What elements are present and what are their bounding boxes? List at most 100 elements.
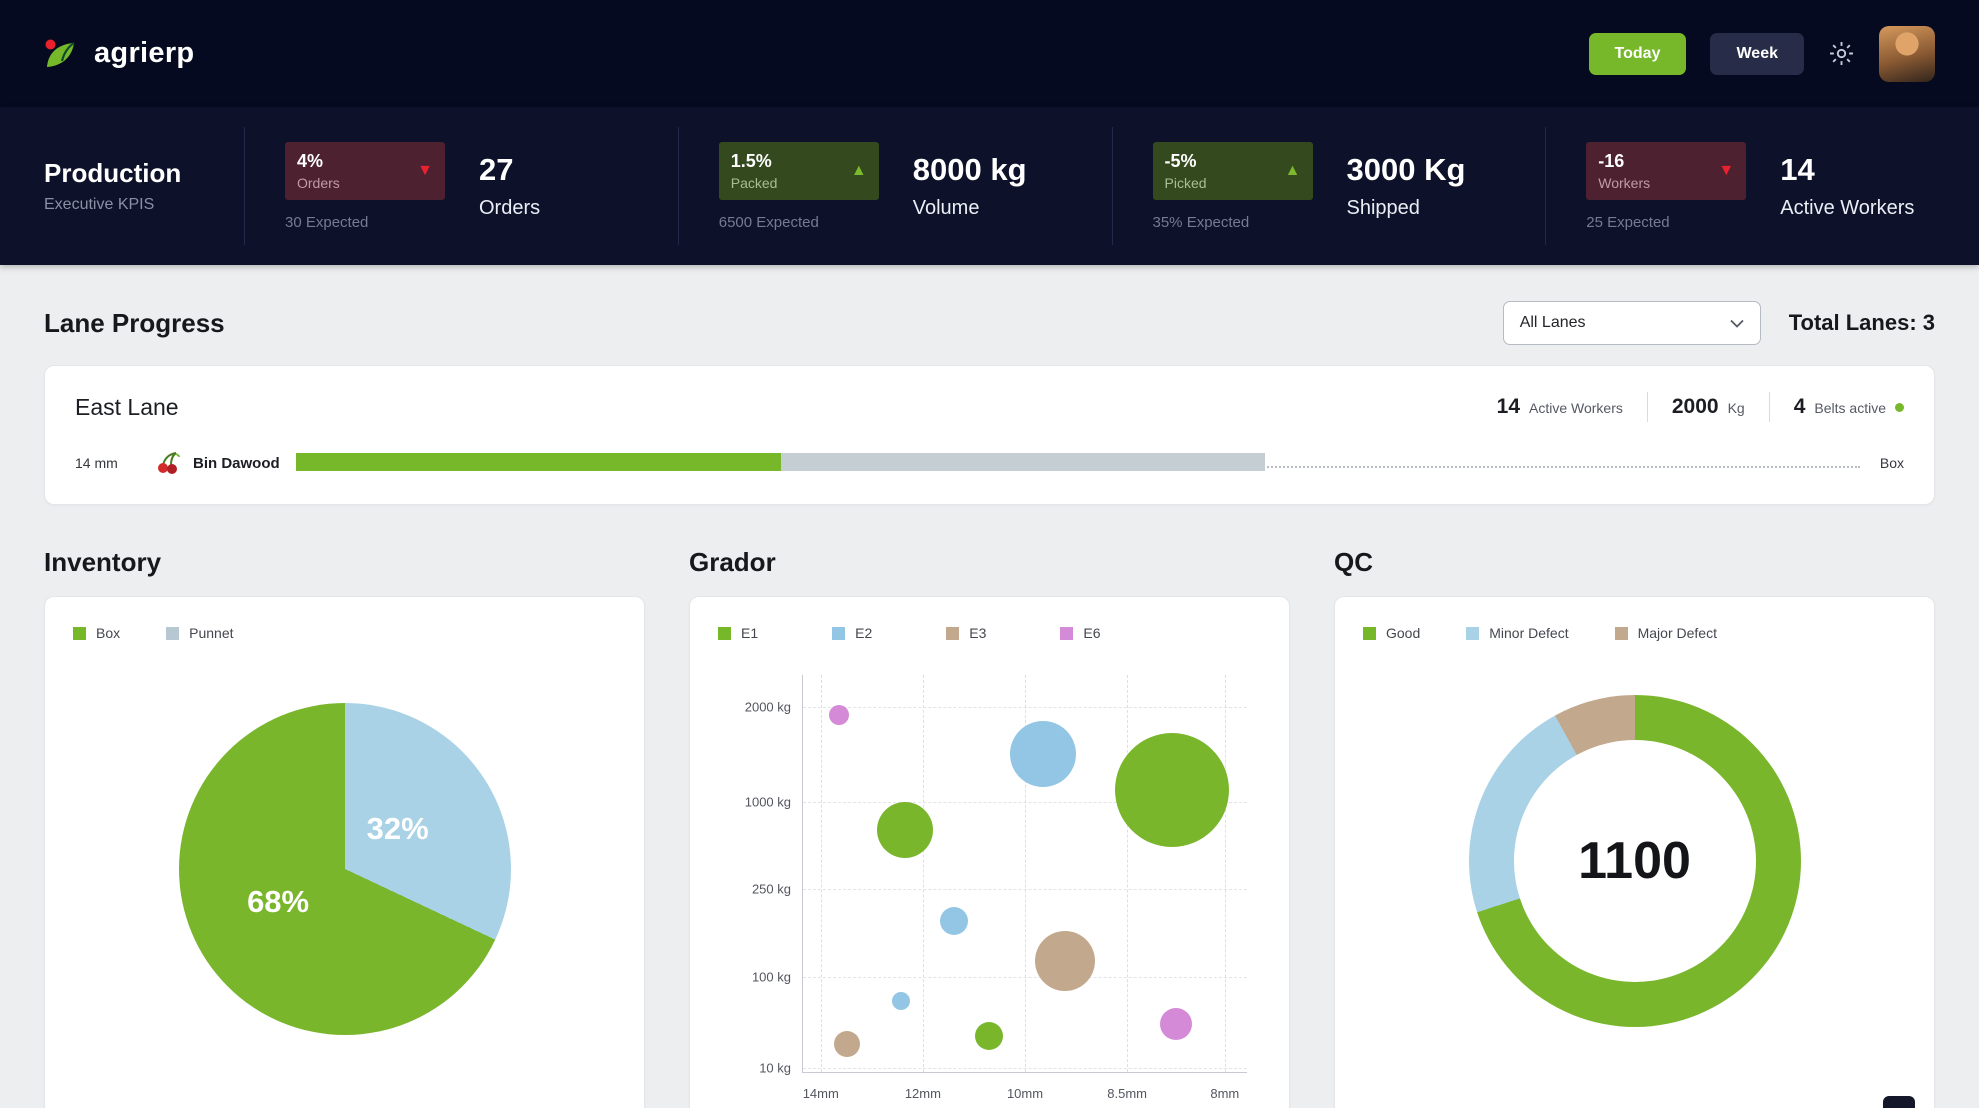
legend-swatch <box>946 626 960 640</box>
lane-stats: 14 Active Workers 2000 Kg 4 Belts active <box>1497 392 1904 422</box>
legend-item-e3: E3 <box>946 625 986 641</box>
kpi-value: 8000 kg <box>912 152 1027 187</box>
trend-down-icon: ▼ <box>1718 161 1735 179</box>
legend-swatch <box>1060 626 1074 640</box>
today-button[interactable]: Today <box>1588 32 1687 75</box>
bubble-e2 <box>891 991 910 1010</box>
gridline-vertical <box>922 675 924 1072</box>
qc-donut-hole: 1100 <box>1513 740 1756 982</box>
executive-kpi-bar: Production Executive KPIS 4% Orders ▼ 30… <box>0 107 1979 265</box>
kpi-badge-value: 4% <box>297 150 324 171</box>
y-axis-tick: 2000 kg <box>744 699 791 715</box>
stat-value: 2000 <box>1671 395 1719 418</box>
legend-label: E1 <box>741 625 759 641</box>
legend-swatch <box>73 626 86 640</box>
total-lanes-count: Total Lanes: 3 <box>1788 310 1935 335</box>
lane-progress-header: Lane Progress All Lanes Total Lanes: 3 <box>44 301 1935 345</box>
legend-swatch <box>718 626 731 640</box>
gridline-vertical <box>1127 675 1129 1072</box>
kpi-badge-value: -16 <box>1598 150 1625 171</box>
legend-item-major-defect: Major Defect <box>1614 625 1717 641</box>
kpi-label: Orders <box>479 197 541 219</box>
lane-name: East Lane <box>75 393 179 420</box>
kpi-label: Volume <box>912 197 980 219</box>
topbar-actions: Today Week <box>1588 25 1935 82</box>
settings-gear-icon[interactable] <box>1828 40 1855 67</box>
chevron-down-icon <box>1730 319 1744 328</box>
kpi-shipped-badge: -5% Picked ▲ <box>1152 141 1313 200</box>
kpi-expected: 30 Expected <box>285 213 369 231</box>
inventory-section: Inventory Box Punnet 32% 68% <box>44 547 645 1108</box>
grador-title: Grador <box>689 547 776 577</box>
inventory-pie-wrap: 32% 68% <box>178 703 511 1035</box>
kpi-title-block: Production Executive KPIS <box>44 158 244 214</box>
bubble-e1 <box>1114 733 1229 848</box>
leaf-logo-icon <box>44 37 82 71</box>
kpi-volume-badge: 1.5% Packed ▲ <box>718 141 879 200</box>
divider <box>1646 392 1648 422</box>
kpi-label: Active Workers <box>1780 197 1915 219</box>
bubble-e2 <box>1009 721 1076 788</box>
bubble-e6 <box>1159 1008 1192 1041</box>
lane-stat-active-workers: 14 Active Workers <box>1497 395 1623 419</box>
belts-active-status-dot <box>1895 402 1904 412</box>
top-navbar: agrierp Today Week <box>0 0 1979 107</box>
grador-legend: E1 E2 E3 E6 <box>718 625 1261 641</box>
kpi-expected: 35% Expected <box>1152 213 1250 231</box>
kpi-badge-label: Picked <box>1164 174 1207 191</box>
x-axis-tick: 12mm <box>904 1086 941 1101</box>
legend-item-e2: E2 <box>832 625 872 641</box>
kpi-bar-subtitle: Executive KPIS <box>44 196 155 213</box>
bubble-e1 <box>975 1022 1004 1051</box>
user-avatar[interactable] <box>1879 25 1935 82</box>
legend-swatch <box>1614 626 1628 640</box>
stat-value: 4 <box>1793 395 1806 418</box>
legend-swatch <box>832 626 846 640</box>
kpi-shipped: -5% Picked ▲ 35% Expected 3000 Kg Shippe… <box>1111 127 1546 245</box>
kpi-bar-title: Production <box>44 158 182 188</box>
y-axis-tick: 1000 kg <box>744 794 791 810</box>
stat-label: Kg <box>1727 400 1745 416</box>
kpi-badge-label: Packed <box>730 174 778 191</box>
inventory-title: Inventory <box>44 547 162 577</box>
legend-swatch <box>1363 626 1376 640</box>
qc-donut-wrap: 1100 <box>1468 695 1801 1027</box>
trend-up-icon: ▲ <box>1284 161 1301 179</box>
kpi-expected: 6500 Expected <box>718 213 819 231</box>
legend-label: Box <box>96 625 121 641</box>
floating-button-cutoff[interactable] <box>1883 1096 1915 1108</box>
legend-label: Major Defect <box>1637 625 1717 641</box>
x-axis-tick: 8.5mm <box>1107 1086 1147 1101</box>
lane-progress-title: Lane Progress <box>44 307 225 338</box>
grador-section: Grador E1 E2 E3 <box>689 547 1290 1108</box>
legend-label: Minor Defect <box>1489 625 1569 641</box>
charts-row: Inventory Box Punnet 32% 68% <box>44 547 1935 1108</box>
legend-label: Punnet <box>189 625 234 641</box>
inventory-card: Box Punnet 32% 68% <box>44 596 645 1108</box>
trend-down-icon: ▼ <box>417 161 433 179</box>
trend-up-icon: ▲ <box>850 161 867 179</box>
gridline-vertical <box>1224 675 1226 1072</box>
lanes-filter-select[interactable]: All Lanes <box>1502 301 1761 345</box>
divider <box>1768 392 1770 422</box>
qc-legend: Good Minor Defect Major Defect <box>1363 625 1906 641</box>
legend-label: E6 <box>1083 625 1101 641</box>
stat-label: Active Workers <box>1529 400 1623 416</box>
week-button[interactable]: Week <box>1710 32 1804 75</box>
bubble-e3 <box>1034 930 1095 991</box>
lane-size-label: 14 mm <box>75 455 118 471</box>
stat-label: Belts active <box>1814 400 1886 416</box>
stat-value: 14 <box>1496 395 1520 418</box>
lane-customer-name: Bin Dawood <box>193 454 280 472</box>
lane-end-label: Box <box>1879 455 1904 471</box>
bubble-e2 <box>939 907 968 936</box>
inventory-pie-chart <box>178 703 511 1035</box>
app-logo[interactable]: agrierp <box>44 37 194 71</box>
grador-card: E1 E2 E3 E6 2000 kg 1 <box>689 596 1290 1108</box>
legend-swatch <box>166 626 180 640</box>
grador-plot: 2000 kg 1000 kg 250 kg 100 kg 10 kg 14mm 12mm 1… <box>745 675 1247 1101</box>
lane-stat-belts: 4 Belts active <box>1794 395 1904 419</box>
kpi-label: Shipped <box>1346 197 1420 219</box>
lane-progress-track <box>295 453 1860 473</box>
y-axis-tick: 10 kg <box>759 1060 791 1076</box>
